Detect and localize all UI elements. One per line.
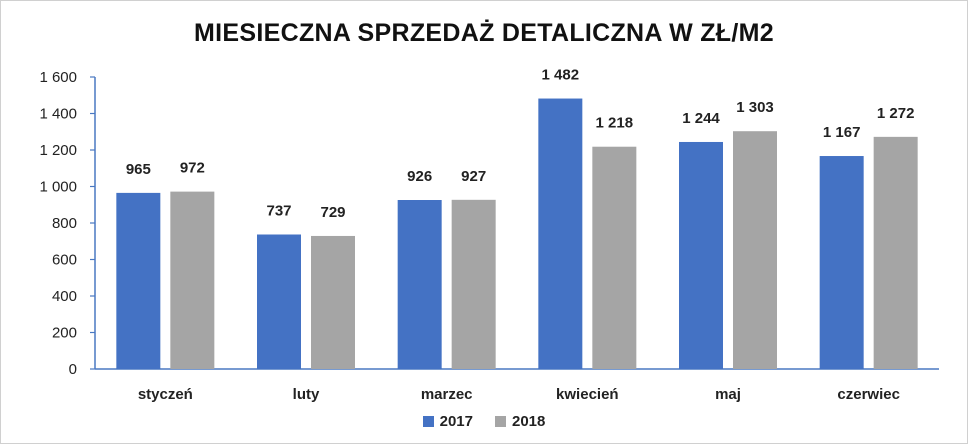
y-tick-label: 200 [52, 325, 77, 342]
y-tick-label: 800 [52, 215, 77, 232]
legend: 2017 2018 [1, 413, 967, 430]
data-label-2018-marzec: 927 [461, 168, 486, 185]
y-tick-label: 400 [52, 288, 77, 305]
data-label-2018-kwiecień: 1 218 [596, 115, 634, 132]
bar-2017-marzec [397, 200, 442, 369]
y-tick-label: 0 [69, 361, 77, 378]
legend-label-2018: 2018 [512, 413, 546, 430]
bar-2018-luty [311, 235, 355, 369]
x-tick-label-czerwiec: czerwiec [837, 386, 900, 403]
legend-label-2017: 2017 [439, 413, 473, 430]
y-tick-label: 1 000 [39, 179, 77, 196]
x-tick-label-styczeń: styczeń [138, 386, 193, 403]
x-tick-label-maj: maj [715, 386, 741, 403]
legend-item-2017: 2017 [422, 413, 473, 430]
data-label-2017-maj: 1 244 [682, 110, 720, 127]
data-label-2018-maj: 1 303 [736, 99, 774, 116]
x-tick-label-marzec: marzec [421, 386, 473, 403]
chart-title: MIESIECZNA SPRZEDAŻ DETALICZNA W ZŁ/M2 [194, 19, 774, 47]
bar-2017-luty [257, 234, 301, 369]
data-label-2018-luty: 729 [320, 204, 345, 221]
legend-item-2018: 2018 [495, 413, 545, 430]
bar-2018-maj [733, 131, 777, 369]
data-label-2017-kwiecień: 1 482 [542, 67, 580, 84]
y-tick-label: 1 400 [39, 106, 77, 123]
bar-2018-styczeń [170, 191, 215, 369]
y-tick-label: 600 [52, 252, 77, 269]
bar-2017-styczeń [116, 192, 161, 369]
bar-2017-kwiecień [538, 98, 583, 369]
data-label-2017-styczeń: 965 [126, 161, 151, 178]
bar-2017-maj [679, 141, 723, 369]
bar-2018-czerwiec [873, 136, 918, 369]
data-label-2017-marzec: 926 [407, 168, 432, 185]
bar-2017-czerwiec [819, 156, 864, 369]
legend-swatch-2017 [422, 416, 434, 427]
data-label-2017-czerwiec: 1 167 [823, 124, 861, 141]
legend-swatch-2018 [495, 416, 506, 427]
x-tick-label-luty: luty [293, 386, 320, 403]
y-tick-label: 1 600 [39, 69, 77, 86]
bar-2018-kwiecień [592, 146, 637, 369]
y-tick-label: 1 200 [39, 142, 77, 159]
data-label-2018-styczeń: 972 [180, 160, 205, 177]
data-label-2017-luty: 737 [266, 202, 291, 219]
bar-2018-marzec [451, 199, 496, 369]
x-tick-label-kwiecień: kwiecień [556, 386, 619, 403]
data-label-2018-czerwiec: 1 272 [877, 105, 915, 122]
